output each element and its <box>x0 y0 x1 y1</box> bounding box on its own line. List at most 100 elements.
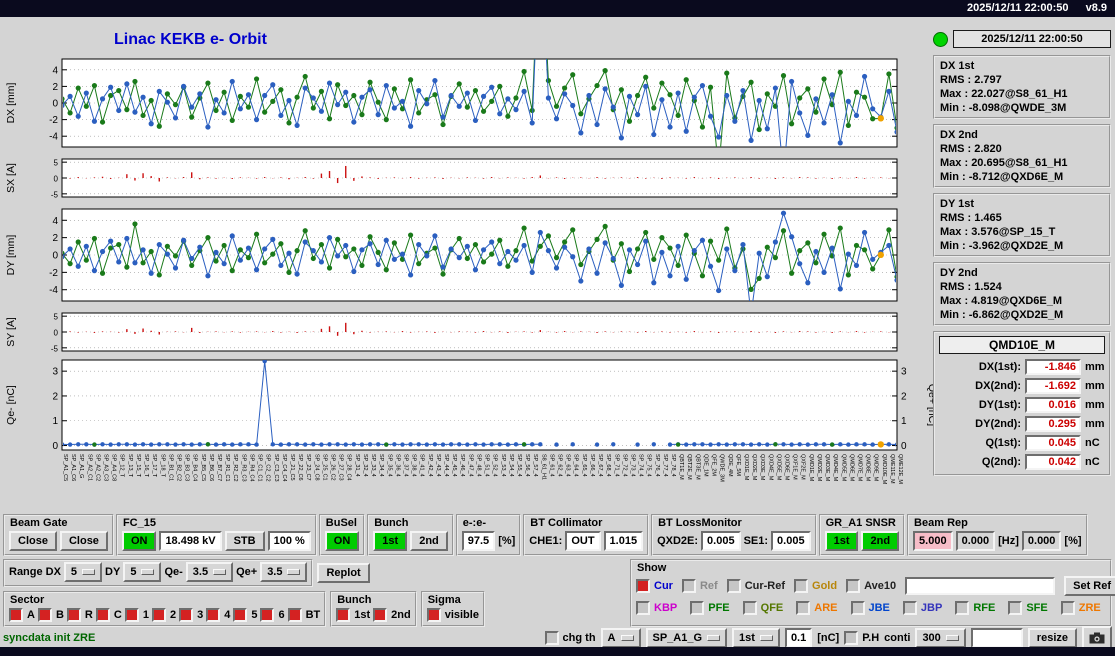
region-checkbox-jbe[interactable]: JBE <box>850 601 890 615</box>
sector-a-select[interactable]: A <box>600 628 641 648</box>
sector-checkbox-2[interactable]: 2 <box>151 608 176 622</box>
chg-th-checkbox-item[interactable]: chg th <box>544 631 596 645</box>
ee-ratio-field[interactable]: 97.5 <box>461 531 496 551</box>
sector-checkbox-3[interactable]: 3 <box>179 608 203 622</box>
replot-button[interactable]: Replot <box>317 563 370 583</box>
beam-rep-hz-set-field[interactable]: 5.000 <box>913 531 953 551</box>
show-checkbox-cur-ref[interactable]: Cur-Ref <box>726 579 785 593</box>
checkbox-icon[interactable] <box>373 608 388 622</box>
checkbox-icon[interactable] <box>636 579 650 593</box>
blank-entry[interactable] <box>970 628 1023 648</box>
show-checkbox-ave10[interactable]: Ave10 <box>846 579 896 593</box>
svg-text:SP_32_4: SP_32_4 <box>362 454 368 477</box>
range-qe-minus-select[interactable]: 3.5 <box>185 562 234 582</box>
ph-checkbox-item[interactable]: P.H <box>844 631 879 645</box>
bunch-1st-button[interactable]: 1st <box>373 531 408 551</box>
bunch-checkbox-1st[interactable]: 1st <box>336 608 370 622</box>
region-checkbox-sfe[interactable]: SFE <box>1008 601 1048 615</box>
range-dx-select[interactable]: 5 <box>63 562 103 582</box>
sector-checkbox-5[interactable]: 5 <box>233 608 257 622</box>
che1-value-field[interactable]: 1.015 <box>603 531 644 551</box>
sector-checkbox-b[interactable]: B <box>37 608 64 622</box>
checkbox-icon[interactable] <box>206 608 221 622</box>
region-checkbox-zre[interactable]: ZRE <box>1060 601 1101 615</box>
svg-text:SP_A1_G: SP_A1_G <box>78 454 84 478</box>
checkbox-icon[interactable] <box>846 579 861 593</box>
fc15-stb-button[interactable]: STB <box>224 531 265 551</box>
svg-text:SP_B3_C3: SP_B3_C3 <box>184 454 190 481</box>
checkbox-icon[interactable] <box>794 579 809 593</box>
checkbox-label: A <box>27 609 35 621</box>
checkbox-icon[interactable] <box>902 601 917 615</box>
checkbox-icon[interactable] <box>37 608 52 622</box>
bpm-select[interactable]: SP_A1_G <box>645 628 728 648</box>
checkbox-icon[interactable] <box>260 608 275 622</box>
region-checkbox-qfe[interactable]: QFE <box>742 601 783 615</box>
checkbox-icon[interactable] <box>233 608 248 622</box>
checkbox-icon[interactable] <box>124 608 139 622</box>
show-checkbox-cur[interactable]: Cur <box>636 579 673 593</box>
bunch-checkbox-2nd[interactable]: 2nd <box>373 608 411 622</box>
checkbox-icon[interactable] <box>850 601 865 615</box>
checkbox-icon[interactable] <box>796 601 811 615</box>
show-checkbox-ref[interactable]: Ref <box>681 579 718 593</box>
sector-checkbox-6[interactable]: 6 <box>260 608 285 622</box>
fc15-kv-field[interactable]: 18.498 kV <box>159 531 222 551</box>
snsr-2nd-button[interactable]: 2nd <box>861 531 900 551</box>
che1-state-field[interactable]: OUT <box>565 531 601 551</box>
checkbox-icon[interactable] <box>95 608 110 622</box>
sector-checkbox-c[interactable]: C <box>95 608 122 622</box>
fc15-on-button[interactable]: ON <box>121 531 157 551</box>
snsr-1st-button[interactable]: 1st <box>824 531 859 551</box>
checkbox-icon[interactable] <box>336 608 351 622</box>
checkbox-icon[interactable] <box>66 608 81 622</box>
checkbox-icon[interactable] <box>1060 601 1075 615</box>
ref-name-input[interactable] <box>905 577 1056 595</box>
monitor-value: -1.846 <box>1025 358 1081 375</box>
checkbox-icon[interactable] <box>426 608 441 622</box>
beam-gate-close-button-2[interactable]: Close <box>59 531 108 551</box>
bunch-2nd-button[interactable]: 2nd <box>410 531 448 551</box>
threshold-field[interactable]: 0.1 <box>784 628 813 648</box>
checkbox-icon[interactable] <box>1008 601 1023 615</box>
points-select[interactable]: 300 <box>915 628 966 648</box>
checkbox-icon[interactable] <box>544 631 559 645</box>
region-checkbox-rfe[interactable]: RFE <box>955 601 995 615</box>
region-checkbox-kbp[interactable]: KBP <box>636 601 677 615</box>
checkbox-icon[interactable] <box>690 601 705 615</box>
sector-checkbox-bt[interactable]: BT <box>287 608 320 622</box>
busel-on-button[interactable]: ON <box>324 531 360 551</box>
checkbox-icon[interactable] <box>742 601 757 615</box>
svg-text:SP_57_4: SP_57_4 <box>532 454 538 477</box>
checkbox-icon[interactable] <box>151 608 166 622</box>
se1-value-field[interactable]: 0.005 <box>771 531 811 551</box>
range-dy-select[interactable]: 5 <box>123 562 162 582</box>
set-ref-button[interactable]: Set Ref <box>1064 576 1115 596</box>
checkbox-icon[interactable] <box>681 579 696 593</box>
sector-checkbox-a[interactable]: A <box>9 608 35 622</box>
checkbox-icon[interactable] <box>955 601 970 615</box>
region-checkbox-jbp[interactable]: JBP <box>902 601 942 615</box>
checkbox-icon[interactable] <box>9 608 23 622</box>
sector-checkbox-1[interactable]: 1 <box>124 608 149 622</box>
fc15-percent-field[interactable]: 100 % <box>267 531 311 551</box>
checkbox-icon[interactable] <box>179 608 194 622</box>
resize-button[interactable]: resize <box>1027 628 1077 648</box>
show-checkbox-gold[interactable]: Gold <box>794 579 837 593</box>
checkbox-icon[interactable] <box>726 579 741 593</box>
qxd2e-value-field[interactable]: 0.005 <box>701 531 741 551</box>
status-led-icon <box>933 31 948 47</box>
checkbox-icon[interactable] <box>287 608 302 622</box>
svg-text:SP_38_4: SP_38_4 <box>411 454 417 477</box>
svg-text:SP_66_4: SP_66_4 <box>589 454 595 477</box>
region-checkbox-are[interactable]: ARE <box>796 601 838 615</box>
sigma-checkbox-visible[interactable]: visible <box>426 608 479 622</box>
sector-checkbox-4[interactable]: 4 <box>206 608 230 622</box>
checkbox-icon[interactable] <box>844 631 859 645</box>
bunch-select[interactable]: 1st <box>732 628 780 648</box>
beam-gate-close-button-1[interactable]: Close <box>9 531 57 551</box>
region-checkbox-pfe[interactable]: PFE <box>690 601 730 615</box>
checkbox-icon[interactable] <box>636 601 650 615</box>
range-qe-plus-select[interactable]: 3.5 <box>260 562 308 582</box>
sector-checkbox-r[interactable]: R <box>66 608 93 622</box>
